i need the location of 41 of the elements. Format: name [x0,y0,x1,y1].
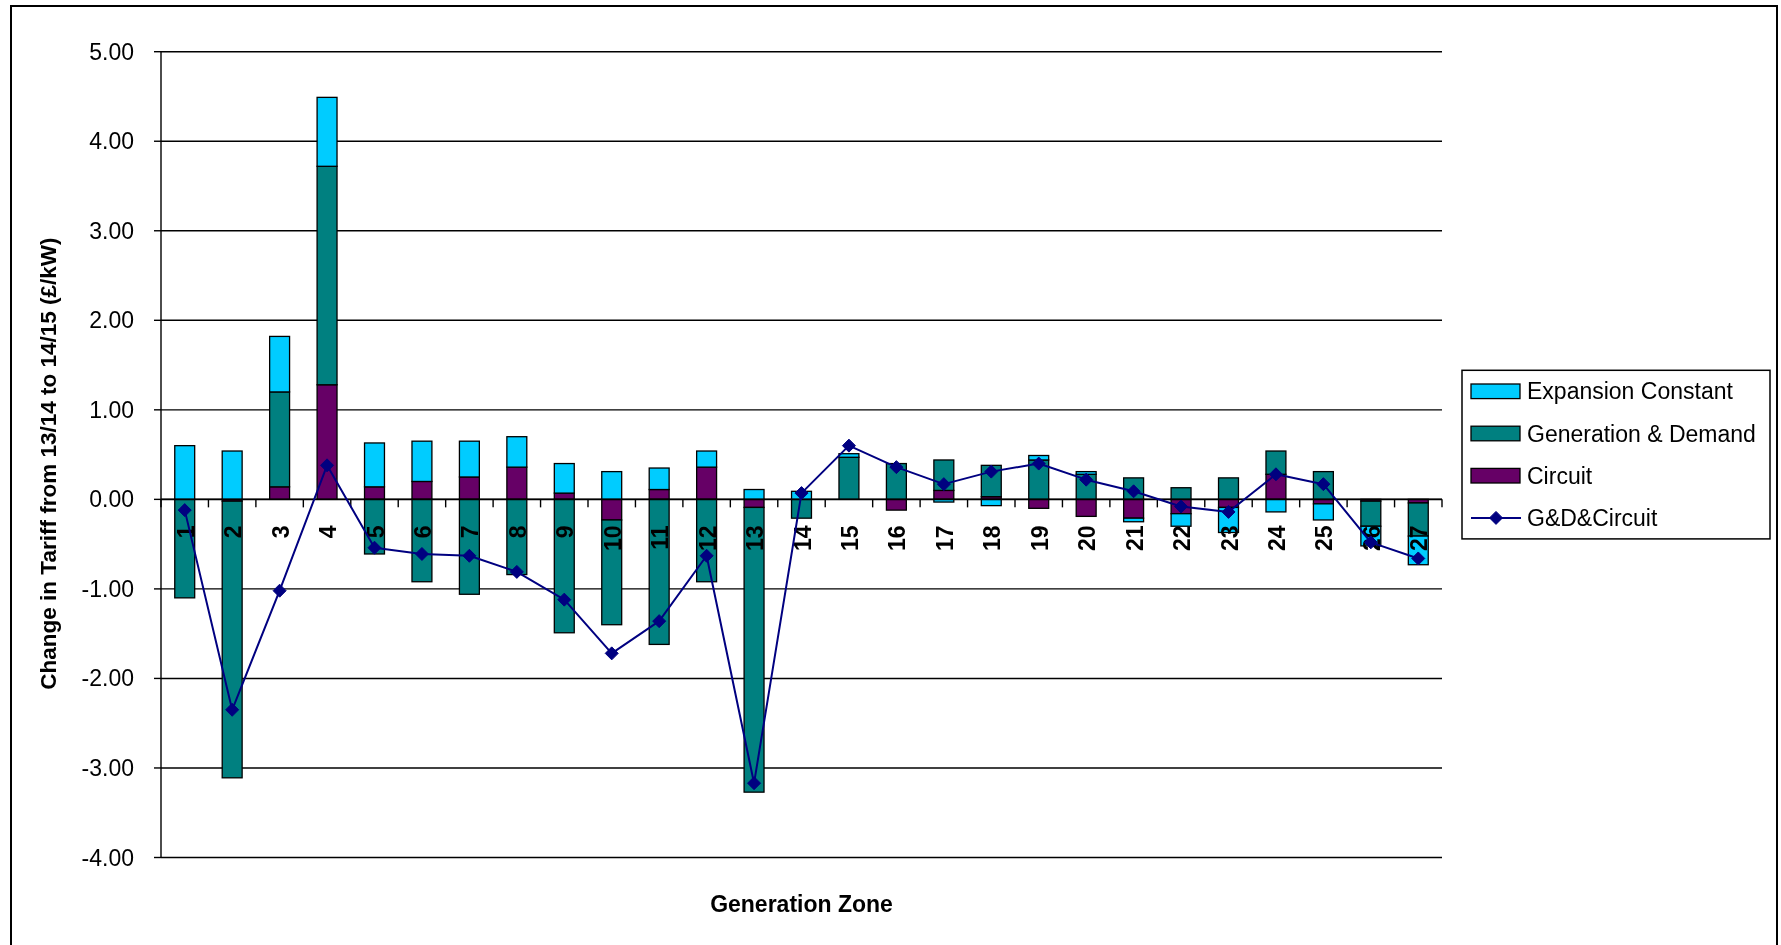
x-tick-label: 14 [789,525,816,551]
legend-label: Circuit [1527,462,1593,489]
x-tick-label: 27 [1406,525,1433,551]
x-tick-label: 16 [884,525,911,551]
y-tick-label: 1.00 [89,396,134,423]
x-tick-label: 20 [1074,525,1101,551]
x-tick-label: 18 [979,525,1006,551]
y-tick-label: -4.00 [81,844,134,871]
y-tick-label: 4.00 [89,128,134,155]
y-tick-label: 5.00 [89,38,134,65]
x-tick-label: 15 [836,525,863,551]
x-tick-label: 5 [362,525,389,539]
y-tick-label: -3.00 [81,754,134,781]
x-tick-label: 13 [742,525,769,551]
x-tick-label: 17 [931,525,958,551]
y-tick-label: 2.00 [89,307,134,334]
x-tick-label: 2 [220,525,247,539]
x-tick-label: 12 [694,525,721,551]
x-tick-label: 24 [1263,525,1290,551]
y-tick-label: -2.00 [81,665,134,692]
y-axis-title: Change in Tariff from 13/14 to 14/15 (£/kW) [35,237,61,690]
y-tick-label: 3.00 [89,217,134,244]
x-tick-label: 25 [1311,525,1338,551]
x-tick-label: 19 [1026,525,1053,551]
x-axis-title: Generation Zone [710,891,893,917]
legend-label: Generation & Demand [1527,420,1756,447]
x-tick-label: 9 [552,525,579,539]
x-tick-label: 8 [504,525,531,539]
x-tick-label: 4 [315,525,342,539]
x-tick-label: 11 [647,525,674,550]
x-tick-label: 7 [457,525,484,539]
x-tick-label: 23 [1216,525,1243,551]
y-tick-label: 0.00 [89,486,134,513]
x-tick-label: 22 [1169,525,1196,551]
x-tick-label: 6 [409,525,436,539]
x-tick-label: 10 [599,525,626,551]
legend-label: Expansion Constant [1527,378,1734,405]
x-tick-label: 3 [267,525,294,539]
y-tick-label: -1.00 [81,575,134,602]
legend-label: G&D&Circuit [1527,504,1658,531]
x-tick-label: 21 [1121,525,1148,551]
